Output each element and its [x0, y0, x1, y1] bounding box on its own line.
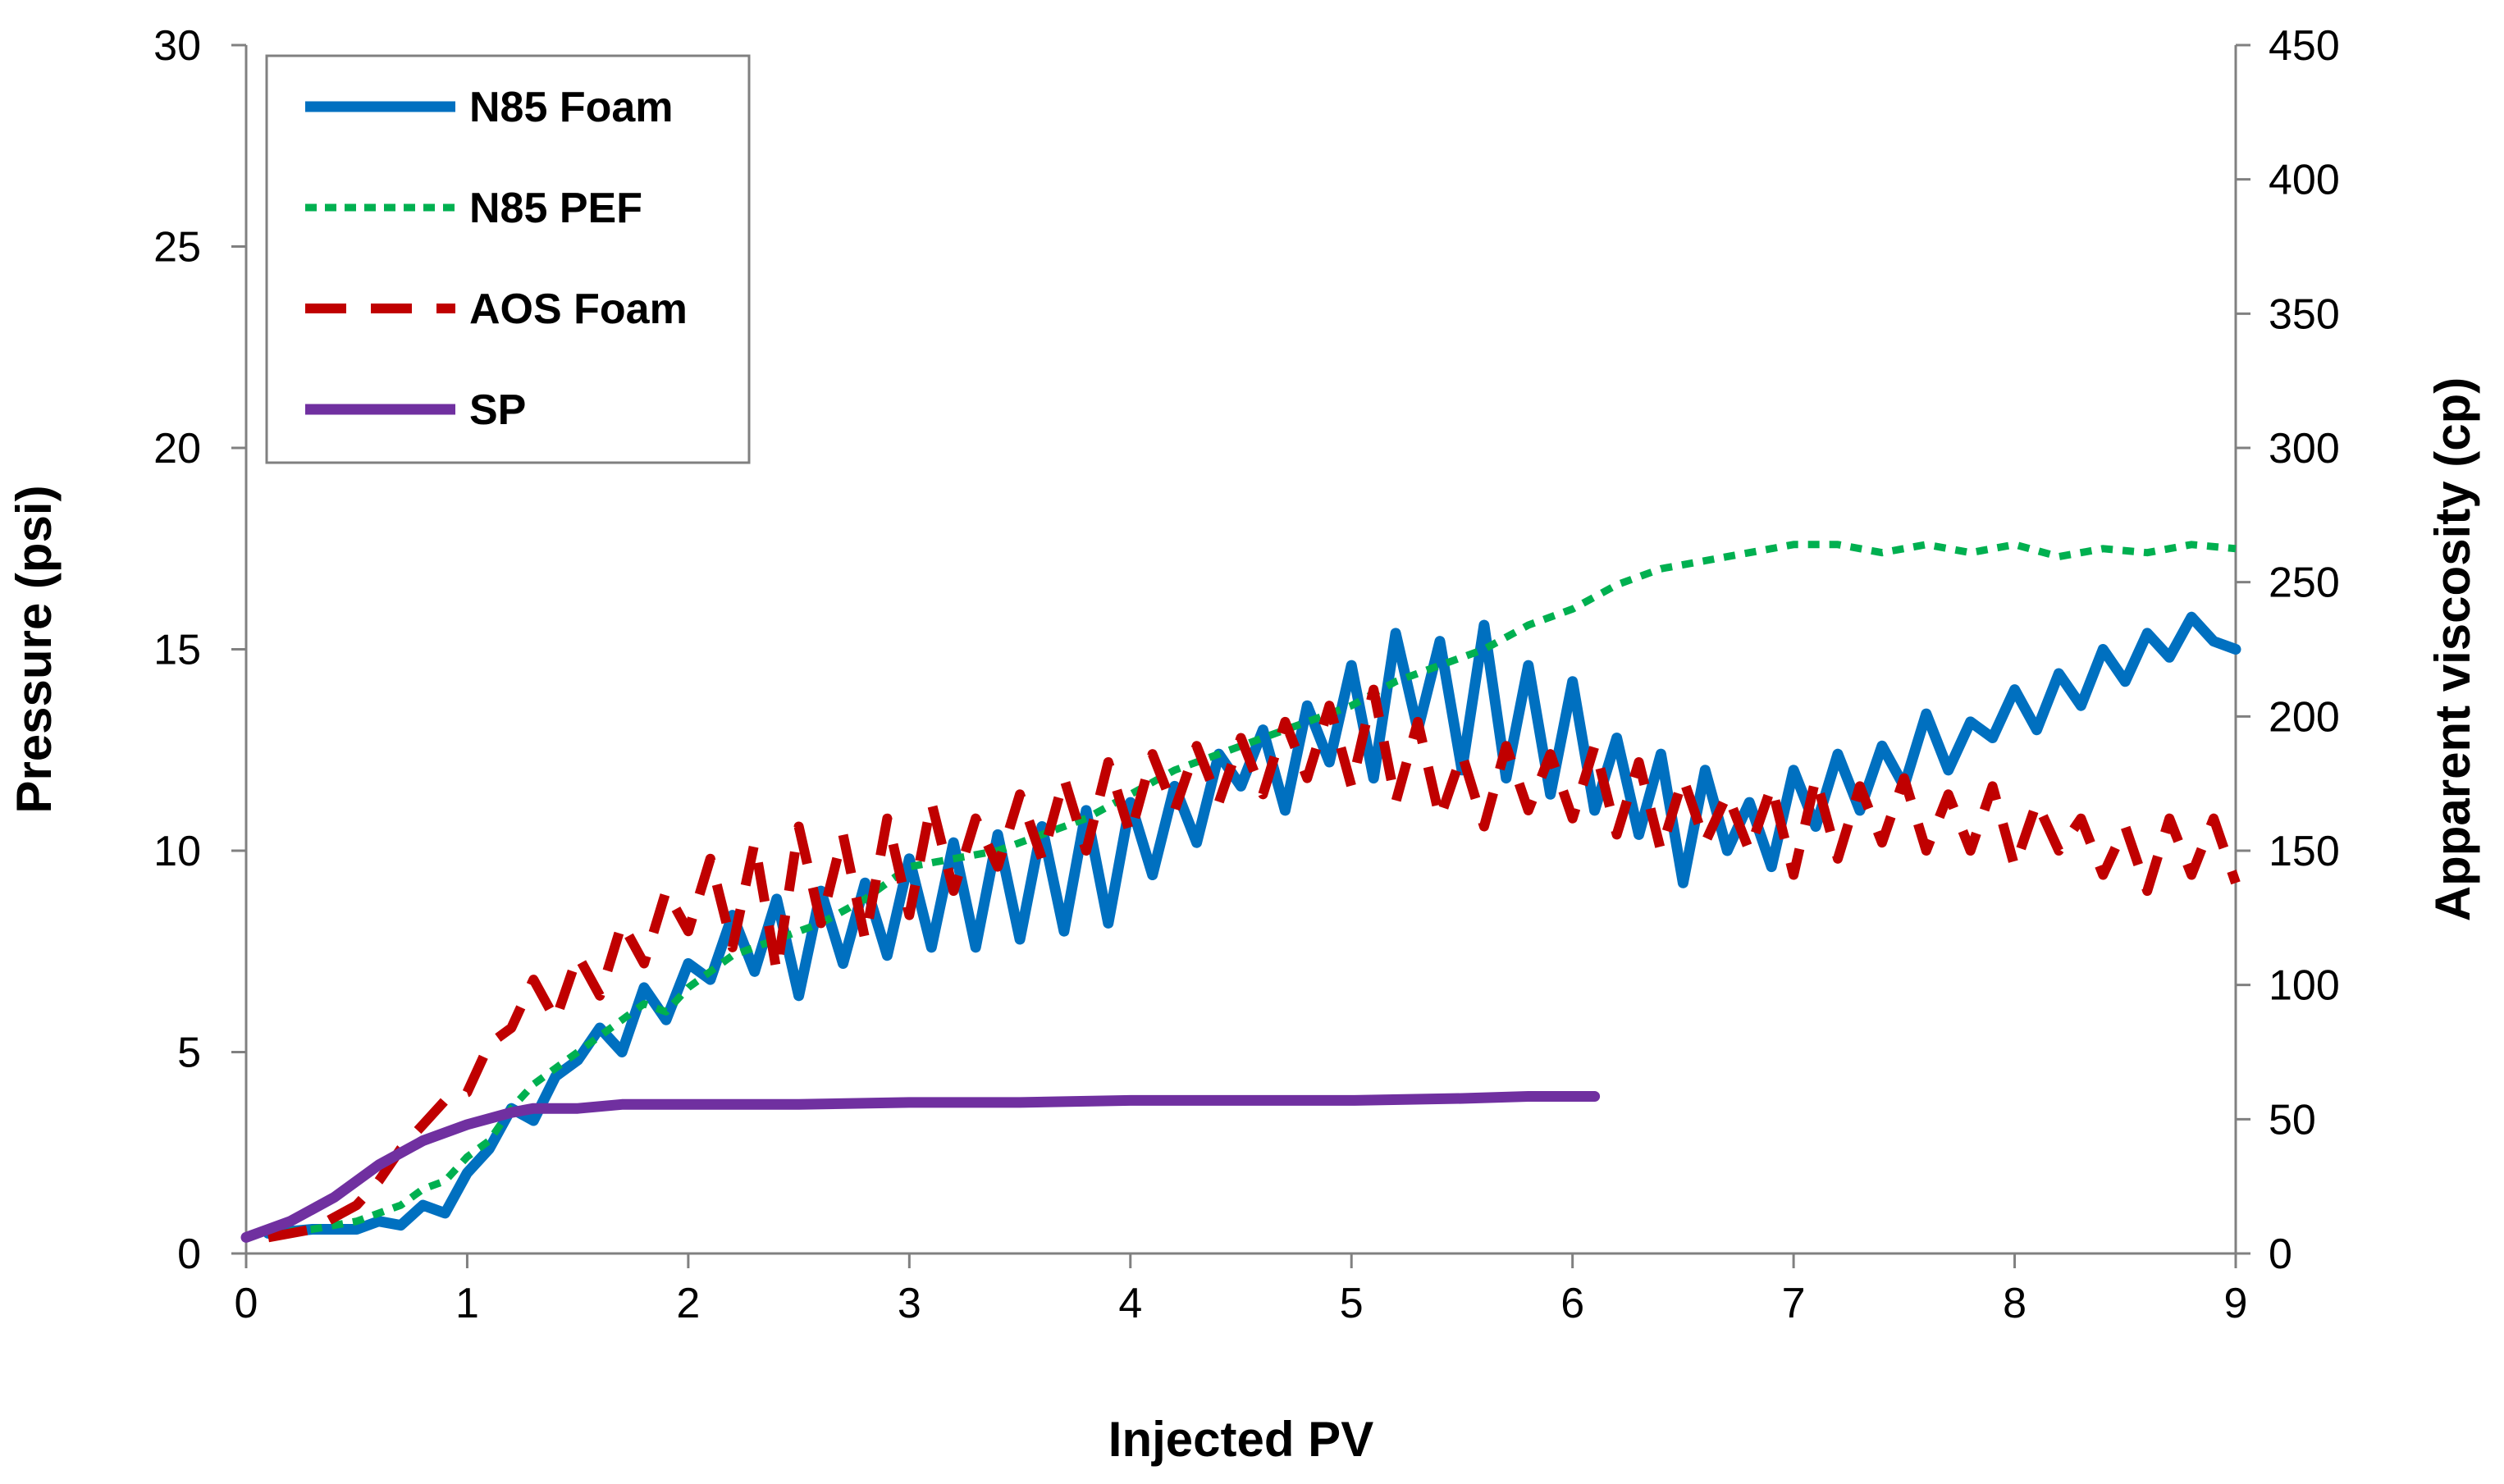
legend-label-n85-foam: N85 Foam — [469, 84, 674, 131]
x-tick-label: 3 — [898, 1280, 921, 1327]
legend-label-aos-foam: AOS Foam — [469, 285, 688, 333]
legend-label-sp: SP — [469, 386, 526, 434]
x-tick-label: 5 — [1340, 1280, 1364, 1327]
series-layer — [240, 541, 2241, 1243]
x-tick-label: 0 — [235, 1280, 258, 1327]
x-tick-label: 7 — [1782, 1280, 1806, 1327]
y2-axis-ticks: 0 50 100 150 200 250 300 350 400 450 — [2236, 22, 2340, 1278]
x-tick-label: 9 — [2224, 1280, 2248, 1327]
series-line-n85-pef — [267, 541, 2237, 1237]
series-line-aos-foam — [267, 684, 2241, 1243]
x-axis-ticks: 0 1 2 3 4 5 6 7 8 9 — [235, 1253, 2248, 1327]
y2-tick-label: 300 — [2269, 425, 2340, 473]
x-tick-label: 8 — [2003, 1280, 2027, 1327]
y2-tick-label: 350 — [2269, 290, 2340, 338]
y2-tick-label: 100 — [2269, 962, 2340, 1010]
y2-tick-label: 50 — [2269, 1096, 2316, 1144]
y2-tick-label: 250 — [2269, 559, 2340, 607]
y-tick-label: 30 — [153, 22, 201, 70]
y2-tick-label: 0 — [2269, 1231, 2292, 1278]
x-tick-label: 6 — [1560, 1280, 1584, 1327]
x-tick-label: 4 — [1118, 1280, 1142, 1327]
y2-tick-label: 150 — [2269, 828, 2340, 875]
y-tick-label: 10 — [153, 828, 201, 875]
x-axis-title: Injected PV — [1108, 1412, 1373, 1467]
y2-tick-label: 450 — [2269, 22, 2340, 70]
y2-tick-label: 200 — [2269, 693, 2340, 741]
y-tick-label: 15 — [153, 627, 201, 674]
x-tick-label: 2 — [676, 1280, 700, 1327]
y2-tick-label: 400 — [2269, 157, 2340, 204]
y2-axis-title: Apparent viscosity (cp) — [2425, 377, 2480, 922]
x-tick-label: 1 — [455, 1280, 479, 1327]
y-axis-ticks: 0 5 10 15 20 25 30 — [153, 22, 246, 1278]
y-tick-label: 20 — [153, 425, 201, 473]
plot-area: 0 1 2 3 4 5 6 7 8 9 0 5 10 15 20 25 30 0 50 100 150 200 250 3… — [153, 22, 2340, 1327]
series-line-sp — [240, 1091, 1601, 1243]
legend: N85 Foam N85 PEF AOS Foam SP — [265, 54, 751, 464]
y-tick-label: 5 — [177, 1030, 201, 1077]
series-line-n85-foam — [263, 611, 2241, 1239]
y-tick-label: 0 — [177, 1231, 201, 1278]
legend-label-n85-pef: N85 PEF — [469, 185, 642, 232]
y-tick-label: 25 — [153, 224, 201, 272]
legend-box — [265, 54, 751, 464]
y-axis-title: Pressure (psi) — [7, 485, 62, 813]
